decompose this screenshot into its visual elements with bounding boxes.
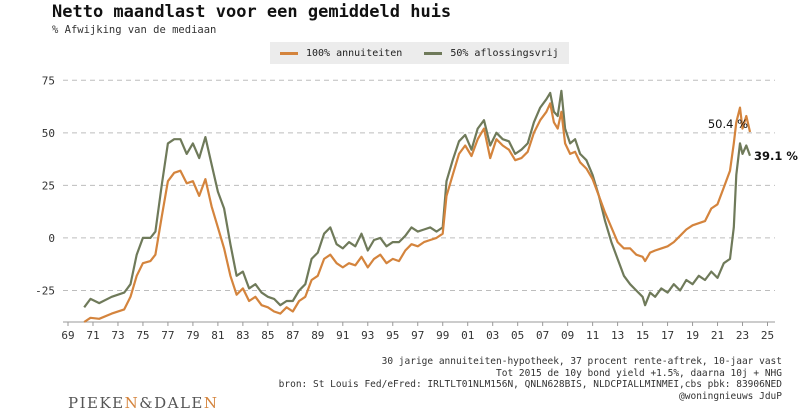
x-tick-label: 89 [311, 329, 324, 342]
annotation-annuiteiten: 50.4 % [708, 117, 748, 131]
legend-item-annuiteiten: 100% annuiteiten [280, 48, 402, 59]
y-tick-label: -25 [35, 284, 55, 297]
x-tick-label: 97 [411, 329, 424, 342]
series-line-annuiteiten [83, 102, 752, 323]
x-tick-label: 83 [236, 329, 249, 342]
x-tick-label: 69 [61, 329, 74, 342]
x-tick-label: 17 [661, 329, 674, 342]
series-line-aflossingsvrij [83, 89, 752, 308]
y-tick-label: 25 [42, 179, 55, 192]
y-tick-label: 75 [42, 74, 55, 87]
legend-label-annuiteiten: 100% annuiteiten [306, 47, 403, 59]
x-tick-label: 11 [586, 329, 599, 342]
y-tick-label: 50 [42, 127, 55, 140]
x-tick-label: 03 [486, 329, 499, 342]
legend-item-aflossingsvrij: 50% aflossingsvrij [424, 47, 559, 59]
x-tick-label: 25 [761, 329, 774, 342]
footnote-line: bron: St Louis Fed/eFred: IRLTLT01NLM156… [278, 379, 782, 390]
x-tick-label: 75 [136, 329, 149, 342]
x-tick-label: 87 [286, 329, 299, 342]
legend-swatch-annuiteiten [280, 51, 298, 55]
x-tick-label: 91 [336, 329, 349, 342]
chart-legend: 100% annuiteiten 50% aflossingsvrij [270, 42, 569, 64]
x-tick-label: 93 [361, 329, 374, 342]
x-tick-label: 09 [561, 329, 574, 342]
x-tick-label: 13 [611, 329, 624, 342]
y-tick-label: 0 [48, 232, 55, 245]
footnote-line: 30 jarige annuiteiten-hypotheek, 37 proc… [381, 356, 782, 367]
footnote-block: 30 jarige annuiteiten-hypotheek, 37 proc… [279, 356, 782, 402]
legend-label-aflossingsvrij: 50% aflossingsvrij [450, 47, 559, 59]
footnote-line: @woningnieuws JduP [679, 390, 782, 402]
x-tick-label: 79 [186, 329, 199, 342]
x-tick-label: 07 [536, 329, 549, 342]
chart-subtitle: % Afwijking van de mediaan [52, 24, 217, 36]
brand-logo: PIEKEN&DALEN [68, 394, 219, 412]
x-tick-label: 21 [711, 329, 724, 342]
footnote-line: Tot 2015 de 10y bond yield +1.5%, daarna… [496, 367, 782, 379]
x-tick-label: 01 [461, 329, 474, 342]
x-tick-label: 05 [511, 329, 524, 342]
x-tick-label: 85 [261, 329, 274, 342]
x-tick-label: 71 [86, 329, 99, 342]
chart-title: Netto maandlast voor een gemiddeld huis [52, 2, 452, 22]
x-tick-label: 95 [386, 329, 399, 342]
x-tick-label: 77 [161, 329, 174, 342]
x-tick-label: 73 [111, 329, 124, 342]
x-tick-label: 81 [211, 329, 224, 342]
x-tick-label: 23 [736, 329, 749, 342]
x-tick-label: 15 [636, 329, 649, 342]
x-tick-label: 19 [686, 329, 699, 342]
legend-swatch-aflossingsvrij [424, 51, 443, 55]
annotation-aflossingsvrij: 39.1 % [754, 149, 798, 163]
x-tick-label: 99 [436, 329, 449, 342]
